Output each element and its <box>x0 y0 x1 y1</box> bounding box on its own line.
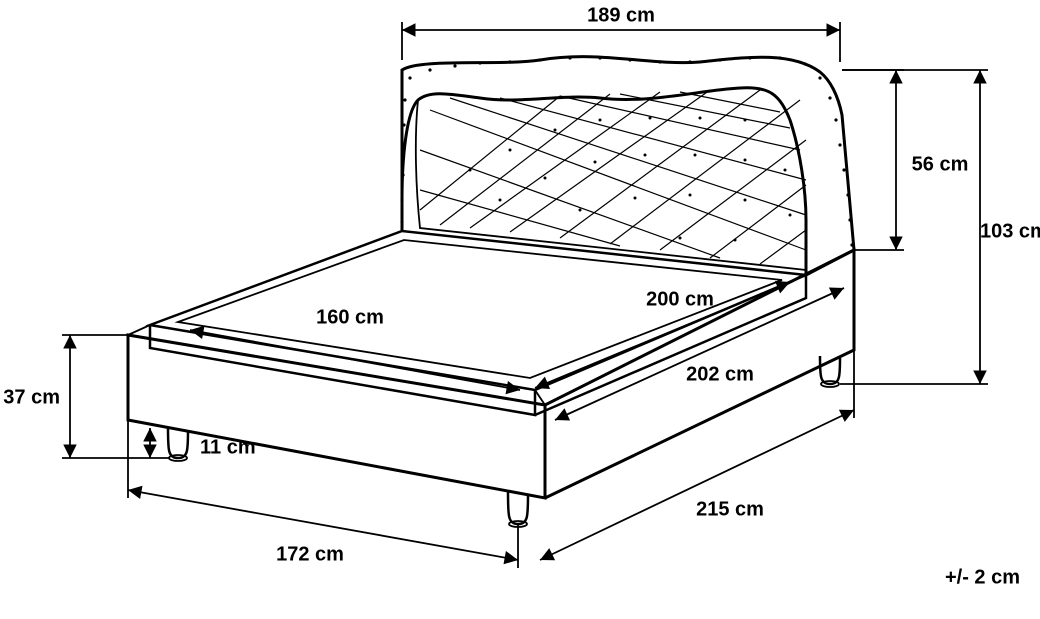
label-tolerance: +/- 2 cm <box>945 566 1020 588</box>
label-frame-length: 202 cm <box>686 363 754 385</box>
headboard-studs <box>400 56 853 246</box>
label-mattress-length: 200 cm <box>646 288 714 310</box>
dim-frame-height: 37 cm <box>3 335 170 458</box>
label-frame-height: 37 cm <box>3 386 60 408</box>
label-frame-width: 172 cm <box>276 543 344 565</box>
label-leg-height: 11 cm <box>200 436 256 458</box>
tufting <box>420 90 806 264</box>
dim-mattress-width: 160 cm <box>190 306 520 390</box>
label-mattress-width: 160 cm <box>316 306 384 328</box>
bed-diagram: 189 cm 56 cm 103 cm 160 cm 200 cm 202 cm… <box>0 0 1040 619</box>
label-headboard-width: 189 cm <box>587 4 655 26</box>
dim-headboard-height: 56 cm <box>842 70 968 250</box>
frame-front <box>128 335 545 498</box>
dim-headboard-width: 189 cm <box>402 4 840 62</box>
dim-frame-width: 172 cm <box>128 420 518 568</box>
label-headboard-height: 56 cm <box>912 153 969 175</box>
dim-total-height: 103 cm <box>840 70 1040 384</box>
label-total-height: 103 cm <box>980 220 1040 242</box>
label-total-length: 215 cm <box>696 498 764 520</box>
